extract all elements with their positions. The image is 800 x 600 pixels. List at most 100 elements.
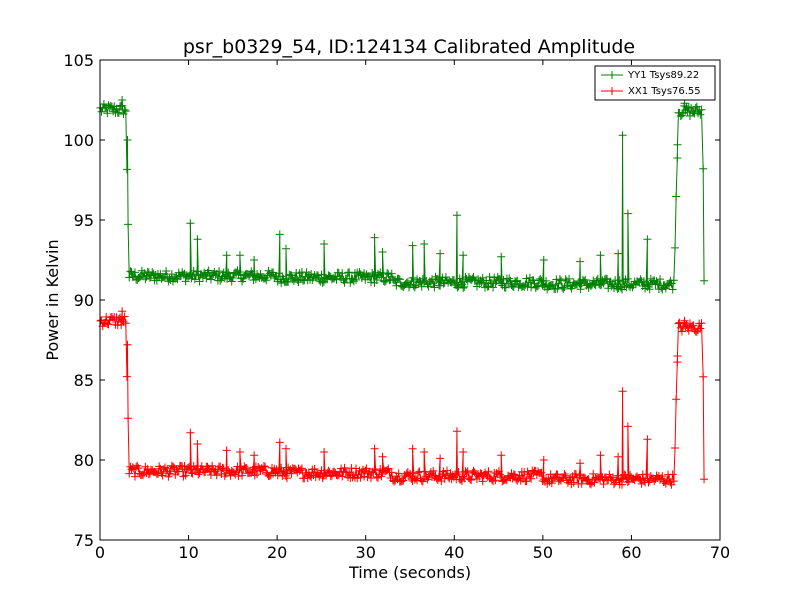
data-point xyxy=(478,477,487,486)
data-point xyxy=(378,452,387,461)
data-point xyxy=(316,469,325,478)
data-point xyxy=(482,276,491,285)
data-point xyxy=(227,277,236,286)
data-point xyxy=(453,470,462,479)
data-point xyxy=(692,327,701,336)
data-point xyxy=(222,446,231,455)
data-point xyxy=(643,435,652,444)
data-point xyxy=(700,276,709,285)
data-point xyxy=(459,251,468,260)
data-point xyxy=(130,268,139,277)
data-point xyxy=(700,475,709,484)
legend-label-xx1: XX1 Tsys76.55 xyxy=(628,86,701,97)
data-point xyxy=(508,282,517,291)
data-point xyxy=(224,466,233,475)
x-tick-label: 0 xyxy=(95,543,105,562)
data-point xyxy=(495,275,504,284)
data-point xyxy=(126,267,135,276)
data-point xyxy=(476,469,485,478)
legend: YY1 Tsys89.22 XX1 Tsys76.55 xyxy=(594,65,716,101)
y-tick-label: 90 xyxy=(74,291,94,310)
data-point xyxy=(421,467,430,476)
data-point xyxy=(680,99,689,108)
data-point xyxy=(455,274,464,283)
data-point xyxy=(677,327,686,336)
data-point xyxy=(459,472,468,481)
data-point xyxy=(381,276,390,285)
data-point xyxy=(623,209,632,218)
data-point xyxy=(574,278,583,287)
data-point xyxy=(452,427,461,436)
data-point xyxy=(586,282,595,291)
data-point xyxy=(441,273,450,282)
data-point xyxy=(197,462,206,471)
data-point xyxy=(613,284,622,293)
data-point xyxy=(380,277,389,286)
data-point xyxy=(552,470,561,479)
x-tick-label: 60 xyxy=(621,543,641,562)
data-point xyxy=(414,468,423,477)
data-point xyxy=(338,472,347,481)
data-point xyxy=(497,451,506,460)
data-point xyxy=(636,475,645,484)
data-point xyxy=(569,478,578,487)
data-point xyxy=(449,275,458,284)
data-point xyxy=(576,257,585,266)
data-point xyxy=(537,468,546,477)
data-point xyxy=(324,466,333,475)
data-point xyxy=(522,274,531,283)
data-point xyxy=(189,266,198,275)
data-point xyxy=(123,340,132,349)
data-point xyxy=(377,472,386,481)
data-point xyxy=(158,471,167,480)
legend-label-yy1: YY1 Tsys89.22 xyxy=(627,70,699,81)
data-point xyxy=(387,269,396,278)
x-tick-label: 20 xyxy=(267,543,287,562)
data-point xyxy=(408,273,417,282)
data-point xyxy=(212,471,221,480)
data-point xyxy=(326,472,335,481)
data-point xyxy=(539,456,548,464)
data-point xyxy=(384,270,393,279)
data-point xyxy=(297,464,306,473)
data-point xyxy=(211,271,220,280)
data-point xyxy=(353,474,362,483)
data-point xyxy=(513,276,522,285)
data-point xyxy=(162,267,171,276)
data-point xyxy=(143,464,152,473)
data-point xyxy=(242,464,251,473)
data-point xyxy=(614,249,623,258)
data-point xyxy=(154,469,163,478)
data-point xyxy=(406,280,415,289)
data-point xyxy=(459,448,468,456)
data-point xyxy=(224,268,233,277)
data-point xyxy=(118,101,127,110)
data-point xyxy=(123,136,132,144)
data-point xyxy=(509,470,518,479)
data-point xyxy=(672,395,681,404)
data-point xyxy=(491,476,500,485)
data-point xyxy=(166,467,175,476)
data-point xyxy=(235,448,244,456)
data-point xyxy=(228,273,237,282)
data-point xyxy=(97,107,106,116)
data-point xyxy=(436,454,445,463)
data-point xyxy=(656,275,665,284)
data-point xyxy=(436,249,445,258)
data-point xyxy=(512,277,521,286)
data-point xyxy=(456,278,465,287)
data-point xyxy=(506,276,515,285)
data-point xyxy=(532,282,541,291)
data-point xyxy=(491,279,500,288)
data-point xyxy=(284,277,293,286)
data-point xyxy=(542,276,551,285)
data-point xyxy=(644,478,653,487)
data-point xyxy=(677,111,686,120)
data-point xyxy=(668,285,677,294)
data-point xyxy=(565,274,574,283)
data-point xyxy=(696,110,705,119)
data-point xyxy=(429,279,438,288)
data-point xyxy=(547,479,556,488)
data-point xyxy=(156,464,165,473)
data-point xyxy=(597,472,606,481)
